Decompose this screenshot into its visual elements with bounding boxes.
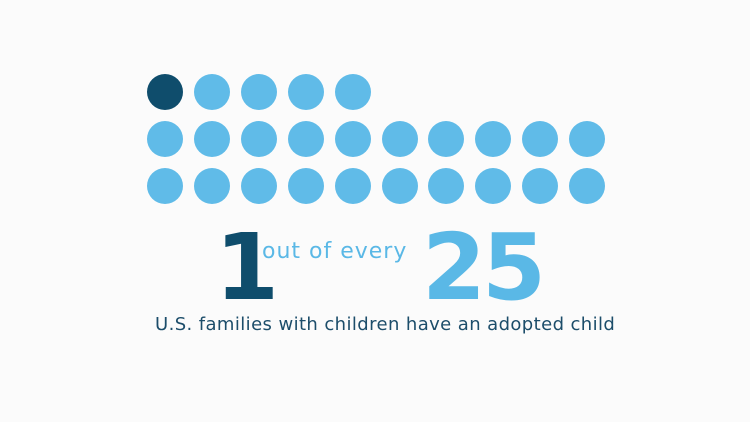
dot xyxy=(522,121,559,157)
dot xyxy=(193,168,230,204)
dot xyxy=(240,121,277,157)
dot xyxy=(287,121,324,157)
dot-pictograph xyxy=(147,74,606,204)
dot xyxy=(147,121,183,157)
dot xyxy=(240,168,277,204)
dot xyxy=(287,168,324,204)
connector-text: out of every xyxy=(262,239,408,264)
dot xyxy=(475,121,512,157)
total-count: 25 xyxy=(422,214,546,321)
dot xyxy=(287,74,324,110)
dot xyxy=(193,74,230,110)
dot xyxy=(334,168,371,204)
dot xyxy=(428,168,465,204)
dot xyxy=(475,168,512,204)
dot xyxy=(334,74,371,110)
dot xyxy=(569,168,606,204)
caption: U.S. families with children have an adop… xyxy=(155,314,616,335)
dot xyxy=(147,168,183,204)
dot xyxy=(381,168,418,204)
dot xyxy=(522,168,559,204)
dot xyxy=(334,121,371,157)
dot xyxy=(193,121,230,157)
dot-highlighted xyxy=(147,74,183,110)
dot xyxy=(240,74,277,110)
dot xyxy=(569,121,606,157)
highlight-count: 1 xyxy=(215,214,279,321)
dot xyxy=(428,121,465,157)
dot xyxy=(381,121,418,157)
